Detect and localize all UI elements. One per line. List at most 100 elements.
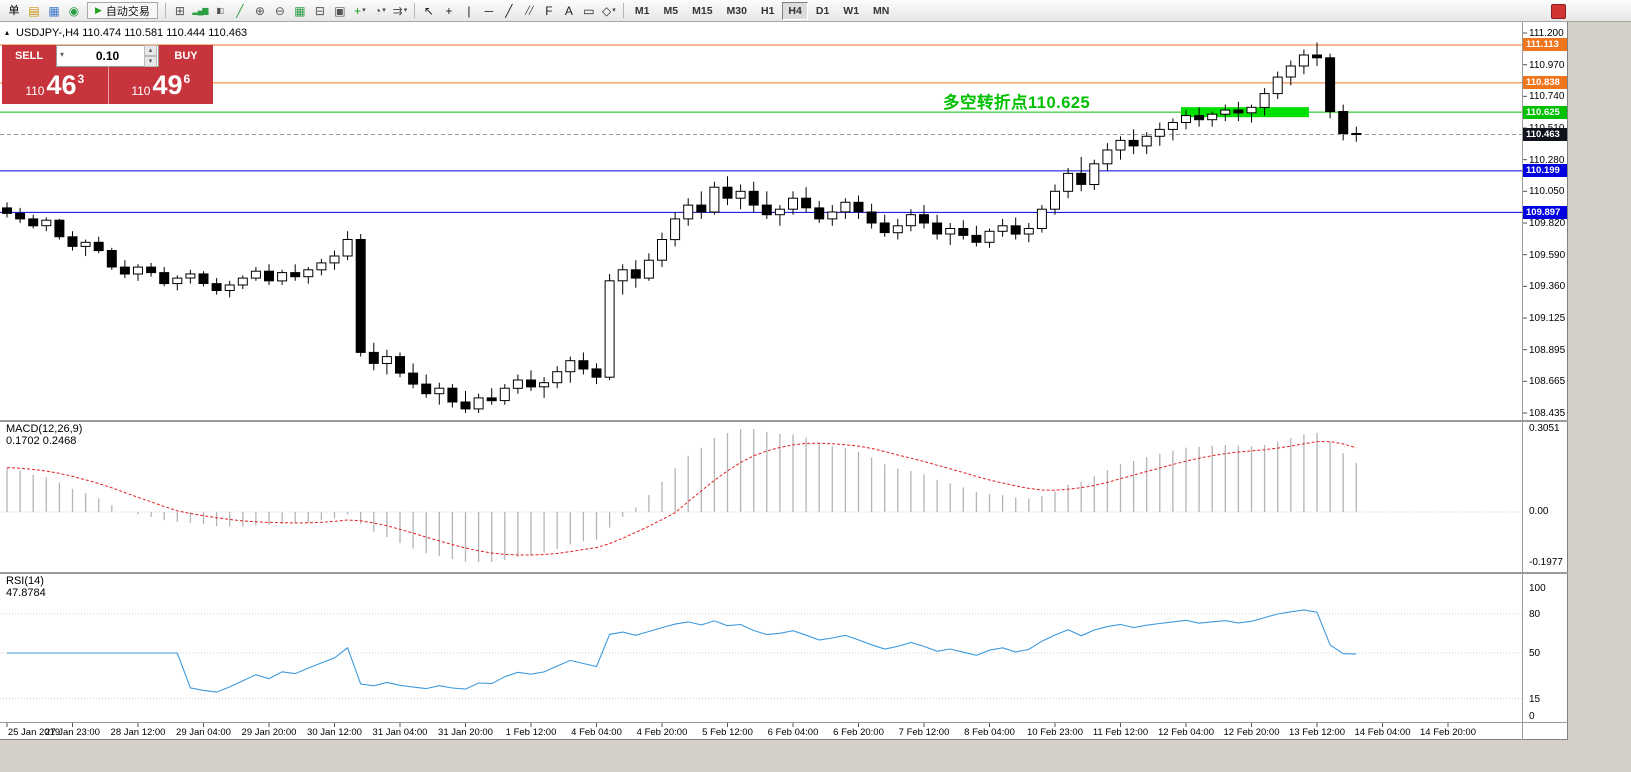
time-label: 13 Feb 12:00 — [1289, 727, 1345, 738]
time-axis-border — [0, 722, 1568, 723]
price-tick-label: 111.200 — [1529, 28, 1564, 39]
dropdown-arrow-icon[interactable]: ▾ — [403, 6, 408, 14]
time-label: 29 Jan 04:00 — [176, 727, 231, 738]
price-tick-label: 108.895 — [1529, 344, 1566, 356]
toolbar-separator — [164, 3, 166, 18]
timeframe-m15[interactable]: M15 — [692, 4, 713, 17]
one-click-trading-panel: SELL ▾ 0.10 ▴ ▾ BUY 110 46 3 110 49 6 — [2, 45, 213, 104]
sell-price-sup: 3 — [77, 71, 85, 86]
new-chart-icon[interactable]: ⊞ — [174, 3, 185, 18]
macd-axis-label: 0.00 — [1529, 506, 1549, 517]
fibonacci-icon[interactable]: F — [545, 3, 553, 18]
buy-price[interactable]: 110 49 6 — [107, 67, 214, 104]
buy-button[interactable]: BUY — [159, 45, 213, 67]
price-tick-label: 109.820 — [1529, 218, 1566, 229]
rsi-axis-label: 100 — [1529, 583, 1546, 594]
horizontal-line-icon[interactable]: ─ — [484, 3, 494, 18]
tile-windows-icon[interactable]: ⊟ — [314, 3, 325, 18]
channel-icon[interactable]: ╱╱ — [525, 5, 534, 15]
candlestick-chart-icon[interactable]: ▮▯ — [216, 5, 225, 15]
time-label: 29 Jan 20:00 — [241, 727, 297, 738]
time-label: 14 Feb 20:00 — [1420, 727, 1476, 738]
timeframe-m30[interactable]: M30 — [726, 4, 747, 17]
timeframe-h4[interactable]: H4 — [782, 1, 808, 20]
price-tick-label: 110.740 — [1529, 91, 1565, 103]
label-icon[interactable]: ▭ — [583, 3, 595, 18]
time-label: 11 Feb 12:00 — [1092, 727, 1149, 738]
autotrade-play-icon: ▶ — [95, 5, 102, 15]
volume-input[interactable]: ▾ 0.10 ▴ ▾ — [56, 45, 159, 67]
cursor-icon[interactable]: ↖ — [423, 3, 434, 18]
price-tick-label: 109.590 — [1529, 249, 1566, 261]
dropdown-arrow-icon[interactable]: ▾ — [382, 6, 386, 14]
volume-value: 0.10 — [95, 49, 120, 63]
timeframe-m5[interactable]: M5 — [663, 4, 679, 17]
zoom-out-icon[interactable]: ⊖ — [274, 3, 285, 18]
rsi-axis-label: 15 — [1529, 693, 1541, 705]
price-tick-label: 108.435 — [1529, 408, 1566, 419]
price-tick-label: 110.970 — [1529, 59, 1565, 71]
trendline-icon[interactable]: ╱ — [505, 3, 513, 18]
shapes-icon[interactable]: ◇ ▾ — [602, 3, 616, 18]
sell-button[interactable]: SELL — [2, 45, 56, 67]
macd-indicator-label: MACD(12,26,9) 0.1702 0.2468 — [6, 423, 83, 447]
timeframe-w1[interactable]: W1 — [843, 4, 860, 17]
time-label: 12 Feb 20:00 — [1223, 727, 1280, 738]
line-chart-icon[interactable]: ╱ — [236, 3, 244, 18]
grid-icon[interactable]: ▦ — [294, 3, 306, 18]
collapse-panel-icon[interactable]: ▴ — [5, 28, 10, 37]
indicators-add-icon[interactable]: + ▾ — [354, 3, 366, 18]
text-icon[interactable]: A — [564, 3, 573, 18]
dropdown-arrow-icon[interactable]: ▾ — [362, 6, 366, 14]
chart-annotation[interactable]: 多空转折点110.625 — [943, 94, 1091, 112]
new-order-button[interactable]: 单 — [8, 4, 20, 17]
panel-splitter-rsi[interactable] — [0, 572, 1568, 574]
time-label: 31 Jan 20:00 — [438, 727, 493, 738]
price-badge-110.625: 110.625 — [1523, 105, 1567, 119]
vertical-line-icon[interactable]: | — [467, 3, 471, 18]
time-label: 4 Feb 04:00 — [571, 727, 622, 738]
autotrade-button[interactable]: ▶ 自动交易 — [87, 2, 158, 19]
data-window-icon[interactable]: ▦ — [48, 3, 60, 18]
record-icon[interactable] — [1551, 4, 1566, 19]
period-icon[interactable]: ◔ ▾ — [374, 3, 386, 18]
dropdown-arrow-icon[interactable]: ▾ — [612, 6, 616, 14]
timeframe-h1[interactable]: H1 — [760, 4, 775, 17]
price-badge-110.463: 110.463 — [1523, 127, 1567, 141]
crosshair-icon[interactable]: + — [445, 3, 453, 18]
macd-axis-label: -0.1977 — [1529, 557, 1563, 568]
rsi-axis-label: 50 — [1529, 648, 1541, 659]
time-label: 4 Feb 20:00 — [636, 727, 688, 738]
volume-spinner: ▴ ▾ — [144, 45, 157, 67]
price-badge-110.838: 110.838 — [1523, 76, 1567, 90]
volume-dropdown-icon[interactable]: ▾ — [60, 50, 65, 59]
time-label: 31 Jan 04:00 — [372, 727, 428, 738]
time-label: 25 Jan 2019 — [7, 727, 61, 738]
timeframe-d1[interactable]: D1 — [815, 4, 830, 17]
time-label: 6 Feb 04:00 — [767, 727, 819, 738]
buy-price-prefix: 110 — [131, 83, 151, 98]
time-label: 10 Feb 23:00 — [1027, 727, 1083, 738]
price-badge-111.113: 111.113 — [1523, 38, 1567, 52]
time-label: 30 Jan 12:00 — [307, 727, 362, 738]
buy-price-sup: 6 — [183, 71, 191, 86]
cascade-windows-icon[interactable]: ▣ — [334, 3, 346, 18]
price-tick-label: 109.125 — [1529, 313, 1566, 324]
autotrade-label: 自动交易 — [105, 5, 150, 18]
bar-chart-icon[interactable]: ▂▄▆ — [192, 5, 208, 15]
timeframe-m1[interactable]: M1 — [634, 4, 650, 17]
sell-price[interactable]: 110 46 3 — [2, 67, 108, 104]
chart-window[interactable] — [0, 22, 1568, 740]
time-label: 6 Feb 20:00 — [833, 727, 884, 738]
time-label: 27 Jan 23:00 — [45, 727, 100, 738]
panel-splitter-macd[interactable] — [0, 420, 1568, 422]
market-watch-icon[interactable]: ▤ — [28, 3, 40, 18]
navigator-icon[interactable]: ◉ — [68, 3, 80, 18]
timeframe-mn[interactable]: MN — [873, 4, 890, 17]
time-label: 12 Feb 04:00 — [1158, 727, 1214, 738]
zoom-in-icon[interactable]: ⊕ — [254, 3, 265, 18]
volume-decrease-button[interactable]: ▾ — [144, 56, 157, 67]
volume-increase-button[interactable]: ▴ — [144, 45, 157, 56]
chart-title: USDJPY-,H4 110.474 110.581 110.444 110.4… — [16, 27, 248, 39]
template-icon[interactable]: ⇉ ▾ — [392, 3, 408, 18]
